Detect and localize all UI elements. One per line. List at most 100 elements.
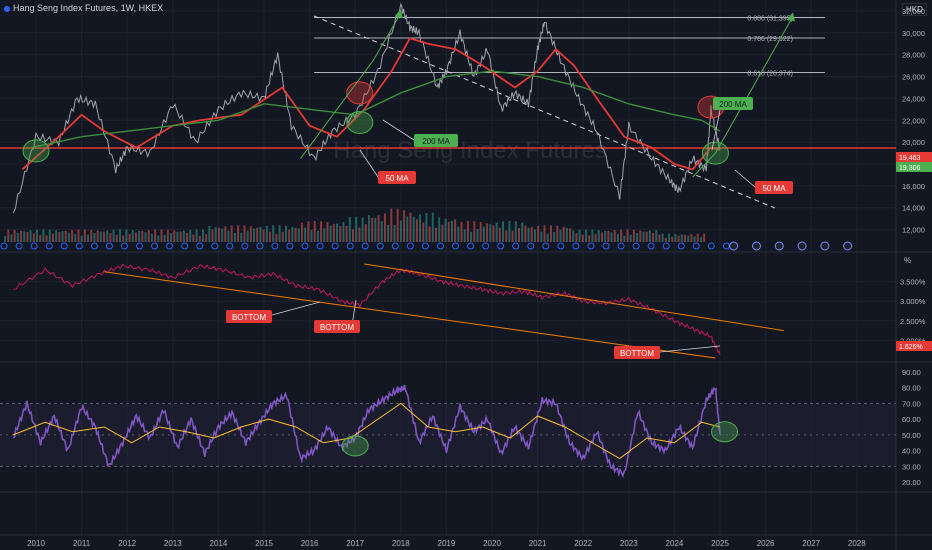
volume-bar xyxy=(399,220,402,242)
volume-bar xyxy=(419,214,422,242)
dividend-marker xyxy=(30,242,38,250)
volume-bar xyxy=(508,221,511,242)
dividend-marker xyxy=(226,242,234,250)
volume-bar xyxy=(300,222,303,242)
volume-bar xyxy=(173,230,176,242)
volume-bar xyxy=(604,231,607,242)
volume-bar xyxy=(157,235,160,242)
volume-bar xyxy=(189,229,192,242)
dividend-marker xyxy=(211,242,219,250)
future-dividend-marker xyxy=(729,241,739,251)
volume-bar xyxy=(240,232,243,242)
volume-bar xyxy=(332,223,335,242)
volume-bar xyxy=(170,233,173,242)
x-tick-2022: 2022 xyxy=(574,539,592,548)
volume-bar xyxy=(265,225,268,242)
volume-bar xyxy=(492,225,495,242)
highlight-circle xyxy=(22,139,50,163)
dividend-marker xyxy=(722,242,730,250)
label-connector xyxy=(734,169,756,188)
currency-badge[interactable]: HKD xyxy=(902,3,927,16)
volume-bar xyxy=(288,229,291,242)
projection-arrow xyxy=(692,16,794,178)
volume-bar xyxy=(118,229,121,242)
volume-bar xyxy=(227,230,230,242)
rsi-tick: 50.00 xyxy=(902,431,921,440)
volume-bar xyxy=(533,229,536,242)
dividend-marker xyxy=(166,242,174,250)
volume-bar xyxy=(256,227,259,242)
volume-bar xyxy=(253,228,256,242)
annotations: 200 MA 50 MA 200 MA 50 MA BOTTOM BOTTOM … xyxy=(226,97,932,359)
volume-bar xyxy=(476,229,479,242)
volume-bar xyxy=(668,233,671,242)
volume-bar xyxy=(29,230,32,242)
volume-bar xyxy=(623,235,626,242)
volume-bar xyxy=(358,227,361,242)
volume-bar xyxy=(696,233,699,242)
volume-bar xyxy=(549,225,552,242)
volume-bar xyxy=(67,232,70,242)
x-tick-2013: 2013 xyxy=(164,539,182,548)
volume-bar xyxy=(342,222,345,242)
volume-bar xyxy=(658,234,661,242)
volume-bar xyxy=(572,230,575,242)
volume-bar xyxy=(281,231,284,242)
volume-bar xyxy=(323,228,326,242)
price-tick: 16,000 xyxy=(902,182,925,191)
dividend-marker xyxy=(90,242,98,250)
volume-bar xyxy=(588,235,591,242)
hline-price-text: 19,463 xyxy=(899,155,921,162)
future-dividend-marker xyxy=(751,241,761,251)
x-tick-2021: 2021 xyxy=(529,539,547,548)
volume-bar xyxy=(103,231,106,242)
volume-bar xyxy=(20,230,23,242)
volume-bar xyxy=(607,231,610,242)
dividend-marker xyxy=(452,242,460,250)
volume-bar xyxy=(454,219,457,242)
dividend-marker xyxy=(617,242,625,250)
x-tick-2028: 2028 xyxy=(848,539,866,548)
volume-bar xyxy=(683,234,686,242)
dividend-marker xyxy=(45,242,53,250)
volume-bar xyxy=(329,225,332,242)
volume-bar xyxy=(377,215,380,242)
volume-bar xyxy=(58,232,61,242)
volume-bar xyxy=(486,223,489,242)
volume-bar xyxy=(597,230,600,242)
volume-bar xyxy=(345,225,348,242)
volume-bar xyxy=(64,230,67,242)
volume-bar xyxy=(284,225,287,242)
volume-bar xyxy=(390,208,393,242)
volume-bar xyxy=(307,221,310,242)
volume-bar xyxy=(495,222,498,242)
volume-bar xyxy=(543,225,546,242)
dividend-marker xyxy=(271,242,279,250)
dividend-marker xyxy=(75,242,83,250)
dividend-marker xyxy=(241,242,249,250)
dividend-marker xyxy=(572,242,580,250)
price-line xyxy=(12,2,721,214)
fibonacci-levels: 0.886 (31,395) 0.786 (29,522) 0.618 (26,37… xyxy=(0,15,896,209)
x-tick-2011: 2011 xyxy=(73,539,91,548)
volume-bar xyxy=(297,228,300,242)
dividend-marker xyxy=(376,242,384,250)
volume-bar xyxy=(224,226,227,242)
volume-bar xyxy=(521,222,524,242)
volume-bar xyxy=(221,228,224,242)
volume-bar xyxy=(115,234,118,242)
volume-bar xyxy=(690,234,693,242)
bottom-label-box-2 xyxy=(314,320,360,333)
future-dividend-marker xyxy=(797,241,807,251)
volume-bar xyxy=(310,230,313,242)
chart-header[interactable]: Hang Seng Index Futures, 1W, HKEX xyxy=(4,3,163,13)
rsi-tick: 80.00 xyxy=(902,384,921,393)
volume-bar xyxy=(380,221,383,242)
volume-bar xyxy=(205,234,208,242)
volume-bar xyxy=(128,233,131,242)
hline-price-tag xyxy=(896,152,932,162)
volume-bar xyxy=(367,215,370,242)
volume-bar xyxy=(23,231,26,242)
bottom-connector xyxy=(659,345,721,353)
volume-bar xyxy=(652,232,655,242)
